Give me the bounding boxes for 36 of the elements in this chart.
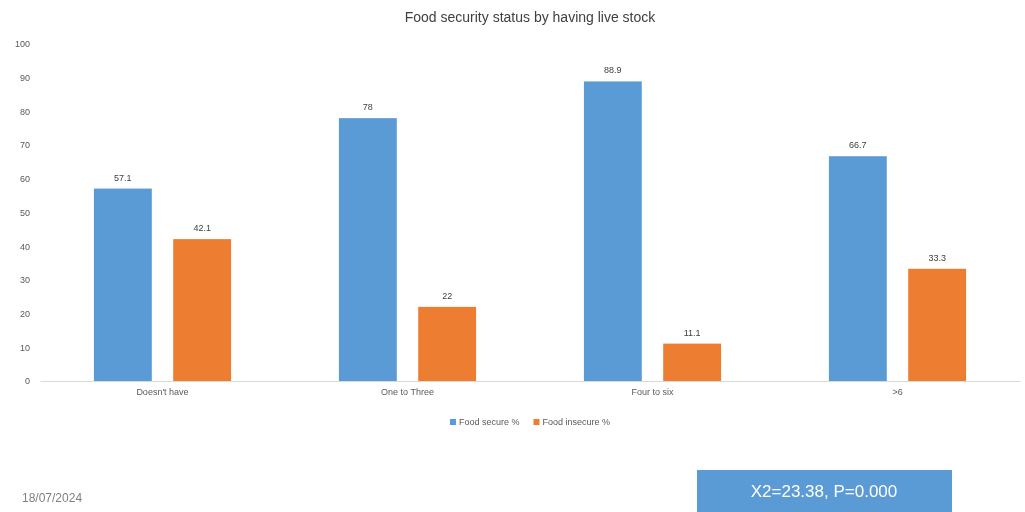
x-tick-label: One to Three [381, 387, 434, 398]
data-label: 88.9 [604, 65, 622, 76]
bar [93, 188, 152, 381]
data-label: 33.3 [928, 252, 946, 263]
bar [173, 239, 232, 381]
x-tick-label: >6 [892, 387, 903, 398]
y-tick-label: 90 [19, 73, 30, 84]
y-tick-label: 50 [19, 207, 30, 218]
data-label: 11.1 [683, 327, 701, 338]
data-label: 57.1 [114, 172, 132, 183]
data-label: 66.7 [849, 140, 867, 151]
y-tick-label: 0 [24, 376, 30, 387]
bar [663, 343, 722, 381]
x-tick-label: Doesn't have [136, 387, 189, 398]
chart-title: Food security status by having live stock [404, 9, 657, 25]
data-label: 22 [442, 290, 453, 301]
bar [583, 81, 642, 381]
y-tick-label: 30 [19, 275, 30, 286]
y-tick-label: 100 [14, 39, 30, 50]
y-tick-label: 40 [19, 241, 30, 252]
data-label: 78 [362, 102, 373, 113]
x-tick-label: Four to six [631, 387, 674, 398]
text: 18/07/2024 [22, 491, 83, 505]
statistic-box: X2=23.38, P=0.000 [697, 470, 952, 512]
legend-label: Food insecure % [542, 417, 611, 427]
legend-label: Food secure % [458, 417, 520, 427]
bar [828, 156, 887, 381]
data-label: 42.1 [193, 223, 211, 234]
y-tick-label: 60 [19, 174, 30, 185]
y-tick-label: 80 [19, 106, 30, 117]
bar [338, 118, 397, 381]
bar [908, 268, 967, 381]
y-tick-label: 20 [19, 308, 30, 319]
y-tick-label: 70 [19, 140, 30, 151]
y-tick-label: 10 [19, 342, 30, 353]
bar [418, 306, 477, 381]
